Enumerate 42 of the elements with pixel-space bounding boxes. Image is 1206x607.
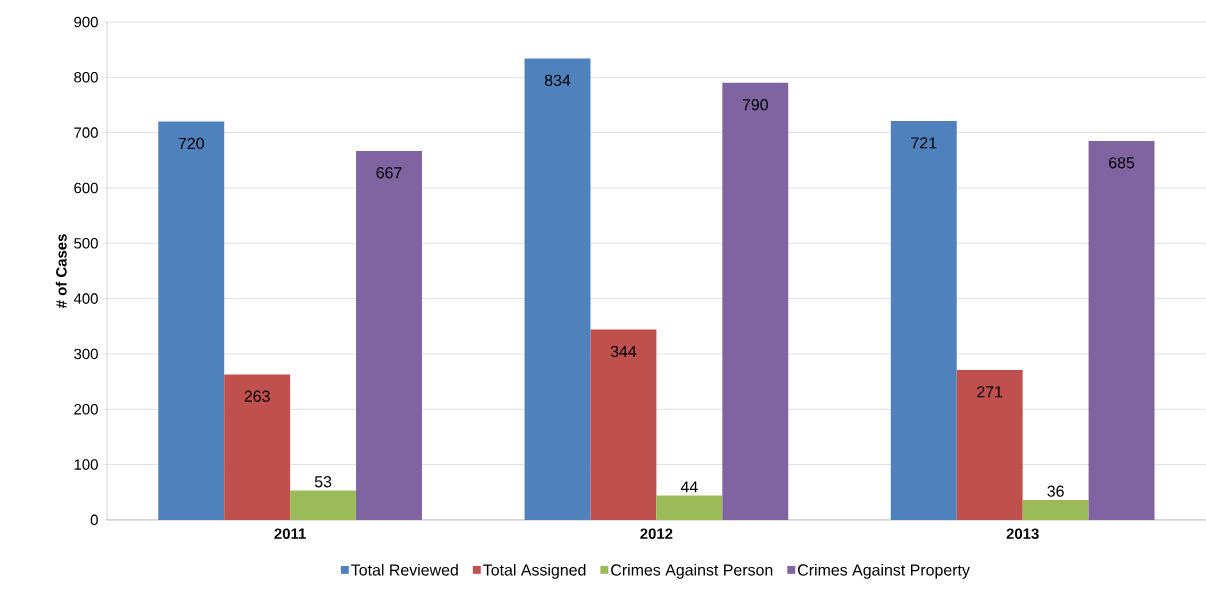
data-label: 271	[977, 386, 1003, 398]
y-tick-label: 500	[74, 238, 98, 249]
x-tick-label: 2013	[1006, 528, 1039, 540]
x-tick-label: 2011	[274, 528, 306, 540]
y-axis-title: # of Cases	[55, 234, 67, 309]
y-tick-label: 200	[74, 404, 98, 415]
data-label: 720	[178, 137, 204, 150]
y-tick-label: 700	[74, 127, 98, 138]
legend-label: Crimes Against Person	[611, 563, 773, 579]
y-tick-label: 300	[74, 348, 98, 360]
y-tick-label: 600	[74, 182, 98, 194]
bar	[356, 150, 422, 520]
bar	[158, 121, 225, 520]
data-label: 344	[610, 345, 637, 358]
bar	[1088, 140, 1155, 520]
data-label: 685	[1109, 157, 1135, 169]
data-label: 263	[244, 390, 270, 402]
bar	[722, 82, 789, 520]
data-label: 53	[314, 476, 332, 488]
bar	[224, 374, 291, 520]
data-label: 667	[376, 167, 402, 179]
bar	[290, 490, 357, 520]
data-label: 36	[1047, 485, 1064, 497]
bar	[890, 121, 957, 520]
y-tick-label: 100	[74, 459, 98, 470]
y-tick-label: 400	[73, 293, 98, 304]
legend-label: Total Reviewed	[351, 563, 458, 576]
data-label: 721	[911, 137, 937, 149]
bar	[956, 370, 1023, 520]
legend-label: Total Assigned	[483, 563, 586, 579]
y-tick-label: 0	[90, 514, 98, 526]
bar	[590, 329, 657, 520]
data-label: 790	[742, 99, 768, 111]
legend-label: Crimes Against Property	[798, 563, 970, 579]
bar	[524, 58, 591, 520]
data-label: 834	[544, 74, 571, 87]
data-label: 44	[680, 481, 698, 493]
bar	[656, 495, 723, 520]
bar	[1022, 500, 1089, 520]
x-tick-label: 2012	[640, 528, 673, 540]
y-tick-label: 900	[74, 16, 98, 28]
y-tick-label: 800	[74, 72, 98, 83]
